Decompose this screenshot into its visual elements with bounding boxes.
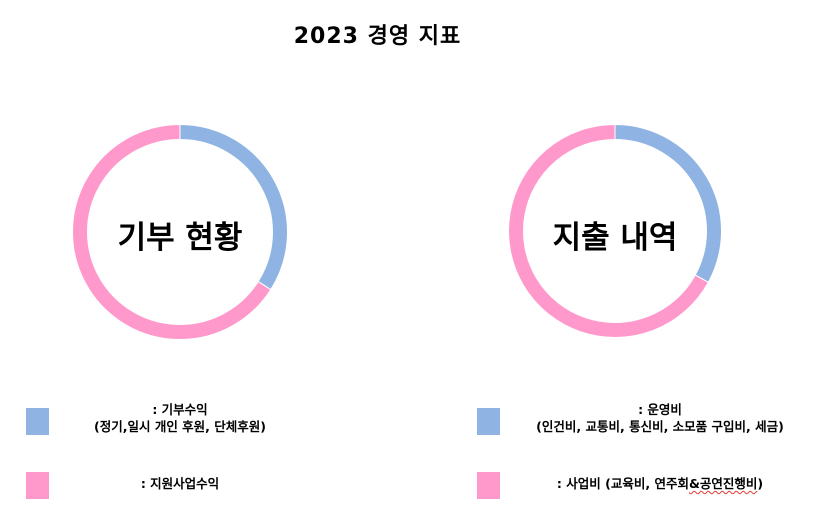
expense-chart-title: 지출 내역 xyxy=(552,220,678,256)
legend-support-income-label: : 지원사업수익 xyxy=(140,476,220,491)
legend-donation-income: : 기부수익 (정기,일시 개인 후원, 단체후원) xyxy=(60,401,300,435)
legend-donation-income-detail: (정기,일시 개인 후원, 단체후원) xyxy=(94,419,266,434)
legend-operating-cost-detail: (인건비, 교통비, 통신비, 소모품 구입비, 세금) xyxy=(536,419,784,434)
legend-support-income: : 지원사업수익 xyxy=(60,475,300,492)
legend-operating-cost-label: : 운영비 xyxy=(638,402,682,417)
legend-swatch-operating-cost xyxy=(477,408,500,435)
legend-donation-income-label: : 기부수익 xyxy=(152,402,208,417)
legend-project-cost-squiggle: &공연진행비 xyxy=(688,476,758,491)
legend-operating-cost: : 운영비 (인건비, 교통비, 통신비, 소모품 구입비, 세금) xyxy=(510,401,810,435)
legend-project-cost-suffix: ) xyxy=(757,476,764,491)
legend-swatch-project-cost xyxy=(477,472,500,499)
donut-slice-1-1 xyxy=(508,124,710,338)
donation-donut-chart xyxy=(72,124,288,340)
legend-project-cost-prefix: : 사업비 (교육비, 연주회 xyxy=(556,476,689,491)
legend-swatch-support-income xyxy=(26,472,49,499)
page-title: 2023 경영 지표 xyxy=(293,24,462,49)
donut-slice-1-0 xyxy=(614,124,722,283)
legend-project-cost: : 사업비 (교육비, 연주회&공연진행비) xyxy=(510,475,810,492)
donut-slice-0-0 xyxy=(179,124,288,291)
donut-slice-0-1 xyxy=(72,124,272,340)
expense-donut-chart xyxy=(508,124,722,338)
donation-chart-title: 기부 현황 xyxy=(117,220,243,256)
legend-swatch-donation-income xyxy=(26,408,49,435)
